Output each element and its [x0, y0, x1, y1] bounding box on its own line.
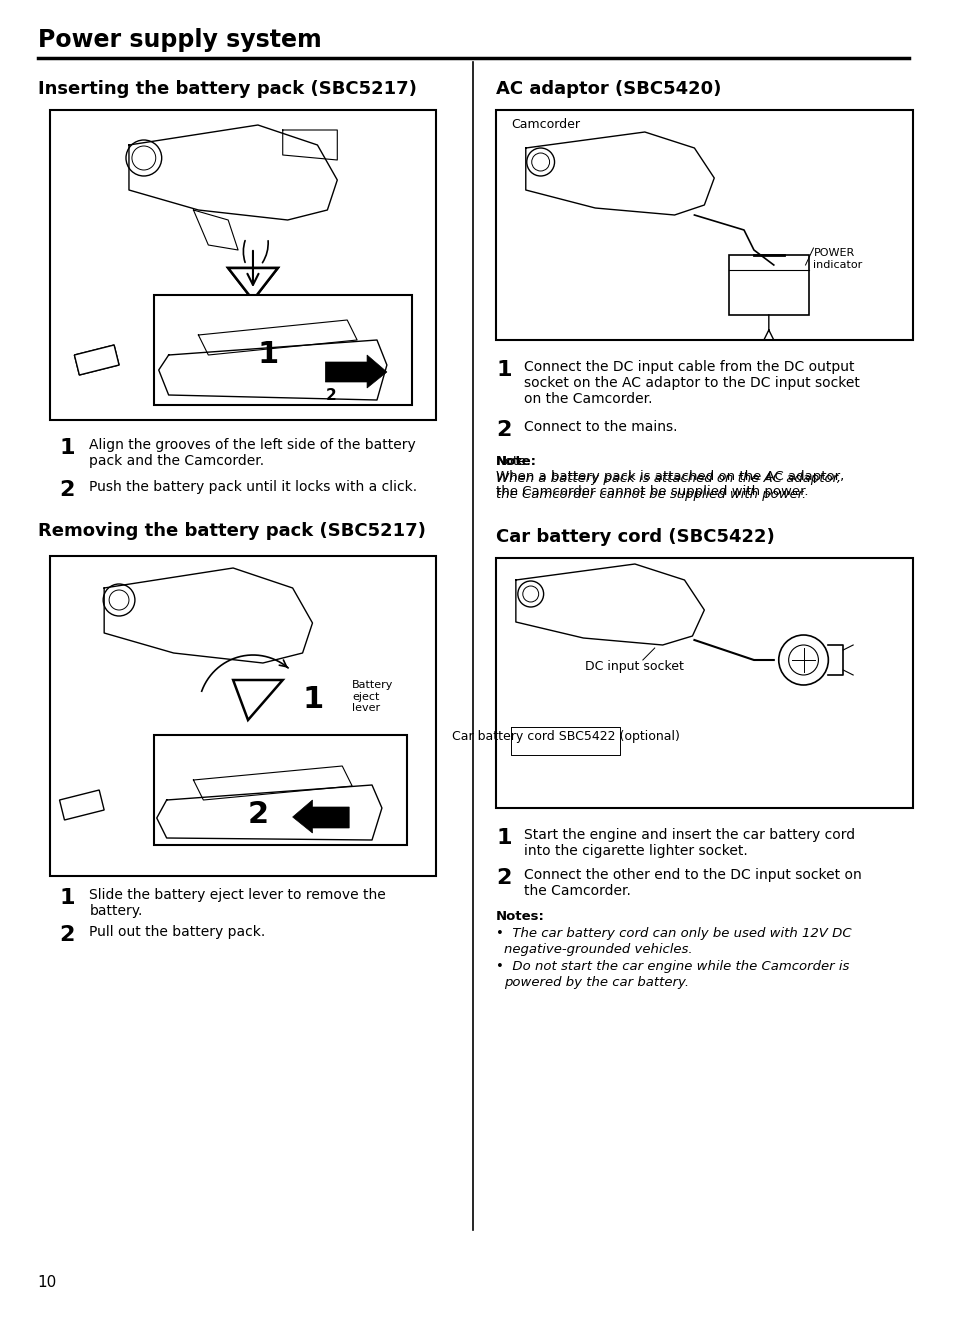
- Text: 2: 2: [247, 800, 268, 828]
- Text: POWER
indicator: POWER indicator: [813, 248, 862, 269]
- Text: Connect the other end to the DC input socket on
the Camcorder.: Connect the other end to the DC input so…: [523, 868, 861, 898]
- Bar: [50, 556, 436, 876]
- Text: Align the grooves of the left side of the battery
pack and the Camcorder.: Align the grooves of the left side of th…: [90, 438, 416, 468]
- Text: negative-grounded vehicles.: negative-grounded vehicles.: [503, 943, 692, 956]
- Text: 10: 10: [38, 1275, 57, 1290]
- Text: AC adaptor (SBC5420): AC adaptor (SBC5420): [496, 80, 720, 97]
- Bar: [496, 109, 912, 340]
- Polygon shape: [228, 268, 277, 300]
- Text: Power supply system: Power supply system: [38, 28, 321, 52]
- Text: •  Do not start the car engine while the Camcorder is: • Do not start the car engine while the …: [496, 960, 848, 972]
- Text: Inserting the battery pack (SBC5217): Inserting the battery pack (SBC5217): [38, 80, 416, 97]
- Text: Push the battery pack until it locks with a click.: Push the battery pack until it locks wit…: [90, 480, 417, 494]
- Text: Note:
When a battery pack is attached on the AC adaptor,
the Camcorder cannot be: Note: When a battery pack is attached on…: [496, 455, 843, 498]
- Polygon shape: [74, 346, 119, 375]
- Text: powered by the car battery.: powered by the car battery.: [503, 976, 688, 988]
- Polygon shape: [59, 790, 104, 820]
- Text: •  The car battery cord can only be used with 12V DC: • The car battery cord can only be used …: [496, 927, 851, 940]
- Text: 2: 2: [325, 388, 335, 403]
- Text: 2: 2: [496, 420, 511, 440]
- Text: 1: 1: [302, 684, 323, 714]
- Text: 1: 1: [59, 888, 75, 908]
- Text: Note:: Note:: [496, 455, 537, 468]
- Text: DC input socket: DC input socket: [585, 660, 683, 672]
- Text: Car battery cord (SBC5422): Car battery cord (SBC5422): [496, 528, 774, 546]
- Text: 1: 1: [496, 360, 511, 380]
- Text: 1: 1: [59, 438, 75, 458]
- Text: Start the engine and insert the car battery cord
into the cigarette lighter sock: Start the engine and insert the car batt…: [523, 828, 854, 858]
- Bar: [496, 558, 912, 808]
- Text: Car battery cord SBC5422 (optional): Car battery cord SBC5422 (optional): [451, 730, 679, 743]
- Text: the Camcorder cannot be supplied with power.: the Camcorder cannot be supplied with po…: [496, 488, 805, 502]
- Text: 2: 2: [59, 924, 75, 944]
- Text: 1: 1: [257, 340, 278, 370]
- Bar: [50, 109, 436, 420]
- Text: Pull out the battery pack.: Pull out the battery pack.: [90, 924, 265, 939]
- Polygon shape: [293, 800, 349, 832]
- Bar: [153, 735, 406, 844]
- Text: 1: 1: [496, 828, 511, 848]
- Text: Battery
eject
lever: Battery eject lever: [352, 680, 394, 714]
- Text: Camcorder: Camcorder: [511, 117, 579, 131]
- Text: 2: 2: [59, 480, 75, 500]
- Polygon shape: [325, 355, 387, 388]
- Text: Connect the DC input cable from the DC output
socket on the AC adaptor to the DC: Connect the DC input cable from the DC o…: [523, 360, 859, 407]
- Text: Slide the battery eject lever to remove the
battery.: Slide the battery eject lever to remove …: [90, 888, 386, 918]
- Text: 2: 2: [496, 868, 511, 888]
- Text: Notes:: Notes:: [496, 910, 544, 923]
- Bar: [153, 295, 412, 406]
- Polygon shape: [233, 680, 282, 720]
- Bar: [728, 255, 807, 315]
- Text: Removing the battery pack (SBC5217): Removing the battery pack (SBC5217): [38, 522, 425, 540]
- Text: When a battery pack is attached on the AC adaptor,: When a battery pack is attached on the A…: [496, 472, 841, 486]
- Text: Connect to the mains.: Connect to the mains.: [523, 420, 677, 434]
